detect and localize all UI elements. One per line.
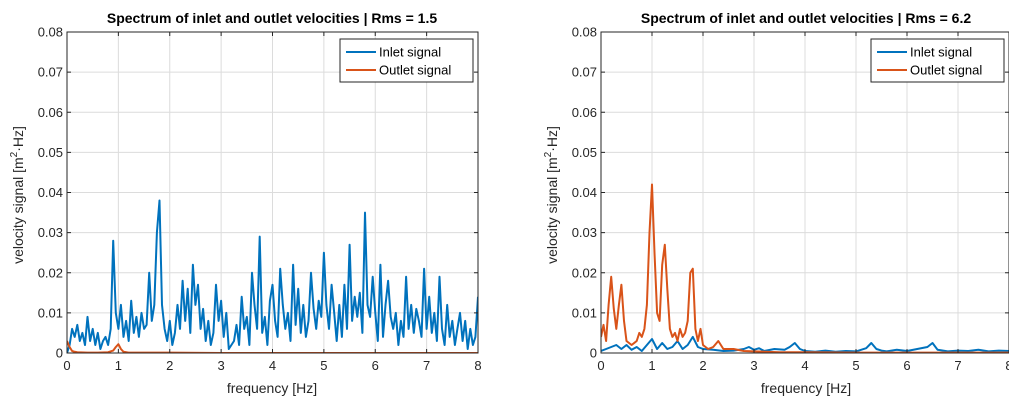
y-axis-label-suffix: ·Hz]: [544, 126, 560, 152]
y-tick-label: 0.05: [572, 145, 597, 160]
x-axis-label: frequency [Hz]: [227, 380, 317, 396]
legend-box: [339, 38, 474, 83]
left-spectrum-chart: Spectrum of inlet and outlet velocities …: [9, 10, 482, 396]
y-tick-label: 0.04: [38, 185, 63, 200]
y-axis-label: velocity signal [m2·Hz]: [9, 126, 26, 264]
y-tick-label: 0: [56, 346, 63, 361]
y-axis-label-exponent: 2: [9, 151, 20, 157]
y-tick-label: 0.01: [572, 305, 597, 320]
y-tick-label: 0.07: [38, 65, 63, 80]
y-axis-label-suffix: ·Hz]: [10, 126, 26, 152]
x-axis-label: frequency [Hz]: [761, 380, 851, 396]
grid: [66, 31, 479, 354]
x-tick-label: 6: [372, 358, 379, 373]
x-tick-label: 7: [954, 358, 961, 373]
x-tick-label: 4: [269, 358, 276, 373]
y-tick-label: 0: [590, 346, 597, 361]
x-tick-label: 4: [801, 358, 808, 373]
inlet-signal-line: [601, 335, 1009, 353]
inlet-signal-line: [67, 199, 478, 353]
x-tick-label: 0: [63, 358, 70, 373]
x-tick-label: 3: [750, 358, 757, 373]
x-tick-label: 8: [1005, 358, 1009, 373]
ticks: 0 1 2 3 4 5 6 7 8 0 0.01 0.02 0.03 0.04 0.05 0.06 0.07 0.…: [38, 25, 482, 374]
y-tick-label: 0.08: [38, 25, 63, 40]
chart-title: Spectrum of inlet and outlet velocities …: [641, 10, 971, 26]
legend: Inlet signal Outlet signal: [870, 38, 1005, 83]
x-tick-label: 8: [474, 358, 481, 373]
x-tick-label: 5: [852, 358, 859, 373]
outlet-signal-legend-label: Outlet signal: [910, 63, 982, 78]
x-tick-label: 1: [115, 358, 122, 373]
y-axis-label-prefix: velocity signal [m: [10, 157, 26, 264]
right-spectrum-chart: Spectrum of inlet and outlet velocities …: [543, 10, 1009, 396]
ticks: 0 1 2 3 4 5 6 7 8 0 0.01 0.02 0.03 0.04 0.05 0.06 0.07 0.…: [572, 25, 1009, 373]
x-tick-label: 7: [423, 358, 430, 373]
y-tick-label: 0.05: [38, 145, 63, 160]
x-tick-label: 3: [218, 358, 225, 373]
x-tick-label: 0: [597, 358, 604, 373]
x-tick-label: 1: [648, 358, 655, 373]
legend: Inlet signal Outlet signal: [339, 38, 474, 83]
y-tick-label: 0.06: [572, 105, 597, 120]
legend-box: [870, 38, 1005, 83]
series-lines: [67, 199, 478, 353]
y-tick-label: 0.06: [38, 105, 63, 120]
y-tick-label: 0.01: [38, 305, 63, 320]
outlet-signal-legend-label: Outlet signal: [379, 63, 451, 78]
y-tick-label: 0.04: [572, 185, 597, 200]
y-tick-label: 0.03: [572, 225, 597, 240]
inlet-signal-legend-label: Inlet signal: [379, 45, 441, 60]
x-tick-label: 2: [699, 358, 706, 373]
outlet-signal-line: [67, 340, 478, 353]
x-tick-label: 2: [166, 358, 173, 373]
y-tick-label: 0.07: [572, 65, 597, 80]
x-tick-label: 5: [320, 358, 327, 373]
y-axis-label: velocity signal [m2·Hz]: [543, 126, 560, 264]
inlet-signal-legend-label: Inlet signal: [910, 45, 972, 60]
chart-title: Spectrum of inlet and outlet velocities …: [107, 10, 437, 26]
y-axis-label-prefix: velocity signal [m: [544, 157, 560, 264]
y-axis-label-exponent: 2: [543, 151, 554, 157]
y-tick-label: 0.08: [572, 25, 597, 40]
y-tick-label: 0.02: [572, 265, 597, 280]
y-tick-label: 0.03: [38, 225, 63, 240]
series-lines: [601, 183, 1009, 353]
y-tick-label: 0.02: [38, 265, 63, 280]
outlet-signal-line: [601, 183, 1009, 353]
x-tick-label: 6: [903, 358, 910, 373]
